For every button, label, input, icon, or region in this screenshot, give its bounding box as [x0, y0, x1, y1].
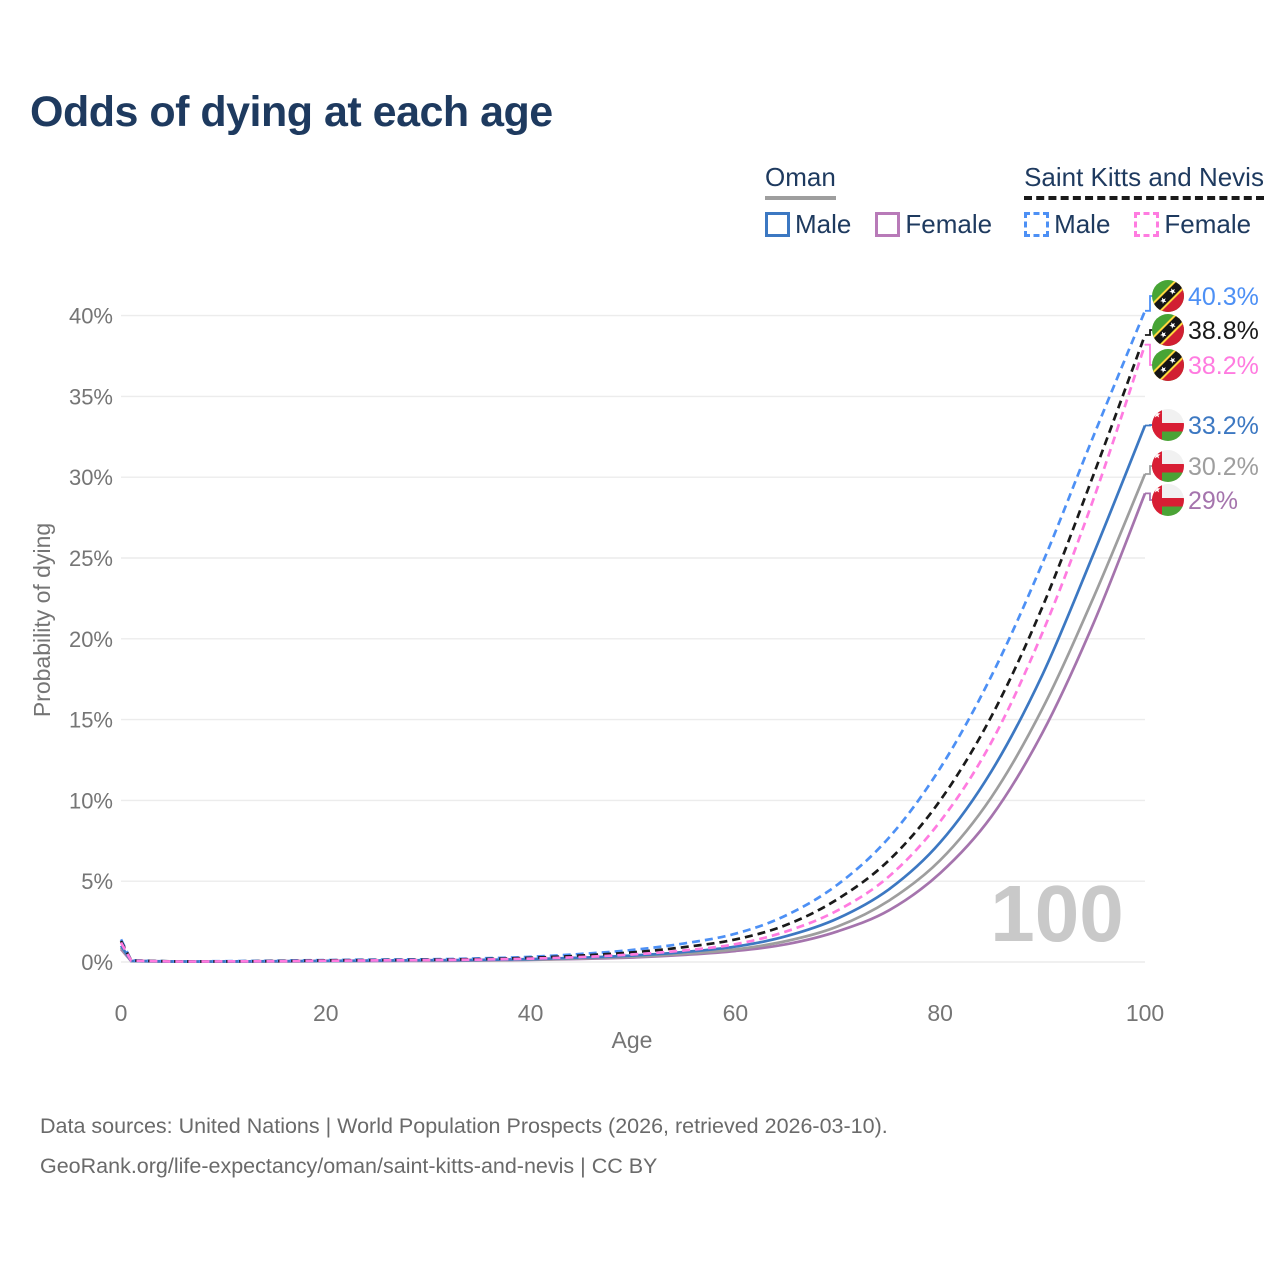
end-label-value: 38.8%	[1188, 317, 1259, 345]
legend-item-label: Female	[1164, 209, 1252, 239]
legend-item-skn-male[interactable]: Male	[1024, 209, 1110, 240]
oman-flag-icon	[1152, 450, 1184, 482]
y-tick-label: 40%	[69, 304, 113, 329]
footer-attribution: GeoRank.org/life-expectancy/oman/saint-k…	[40, 1154, 658, 1178]
series-line-saint-kitts-and-nevis-male[interactable]	[119, 310, 1147, 963]
y-tick-label: 15%	[69, 708, 113, 733]
end-label-connector	[1145, 295, 1153, 312]
oman-female-swatch-icon	[875, 212, 901, 237]
end-label-saint-kitts-and-nevis-female[interactable]: 38.2%	[1145, 345, 1259, 383]
footer-data-sources: Data sources: United Nations | World Pop…	[40, 1114, 888, 1138]
legend-item-label: Male	[1054, 209, 1111, 239]
y-tick-label: 25%	[69, 546, 113, 571]
end-label-connector	[1145, 492, 1153, 501]
skn-flag-icon	[1150, 347, 1186, 383]
series-line-saint-kitts-and-nevis-all[interactable]	[119, 334, 1147, 963]
x-tick-label: 20	[313, 1000, 339, 1026]
end-label-saint-kitts-and-nevis-male[interactable]: 40.3%	[1145, 278, 1259, 314]
footer: Data sources: United Nations | World Pop…	[40, 1106, 888, 1186]
legend-group-saint-kitts-and-nevis: Saint Kitts and Nevis Male Female	[1024, 162, 1264, 240]
series-line-saint-kitts-and-nevis-female[interactable]	[119, 344, 1147, 963]
y-tick-label: 20%	[69, 627, 113, 652]
y-tick-label: 35%	[69, 384, 113, 409]
page-title: Odds of dying at each age	[30, 88, 553, 136]
end-label-value: 40.3%	[1188, 283, 1259, 311]
y-tick-label: 0%	[81, 950, 113, 975]
y-tick-label: 30%	[69, 465, 113, 490]
legend-item-skn-female[interactable]: Female	[1134, 209, 1251, 240]
end-label-connector	[1145, 424, 1153, 427]
x-tick-label: 0	[115, 1000, 128, 1026]
skn-female-swatch-icon	[1134, 212, 1160, 237]
end-label-value: 33.2%	[1188, 412, 1259, 440]
watermark-age: 100	[990, 869, 1123, 958]
end-label-connector	[1145, 465, 1153, 475]
legend-group-oman: Oman Male Female	[765, 162, 992, 240]
skn-flag-icon	[1150, 312, 1186, 348]
legend-item-label: Female	[905, 209, 993, 239]
end-label-oman-female[interactable]: 29%	[1145, 484, 1238, 516]
x-tick-label: 80	[927, 1000, 953, 1026]
legend-item-label: Male	[795, 209, 852, 239]
oman-male-swatch-icon	[765, 212, 790, 237]
legend: Oman Male Female Saint Kitts and Nevis M…	[765, 162, 1264, 240]
end-labels: 40.3% 38.8% 38.2% 33.2% 30.2% 29%	[1145, 278, 1259, 516]
legend-item-oman-male[interactable]: Male	[765, 209, 851, 240]
end-label-saint-kitts-and-nevis-all[interactable]: 38.8%	[1145, 312, 1259, 348]
y-tick-label: 10%	[69, 788, 113, 813]
end-label-oman-male[interactable]: 33.2%	[1145, 409, 1259, 441]
end-label-oman-all[interactable]: 30.2%	[1145, 450, 1259, 482]
skn-male-swatch-icon	[1024, 212, 1050, 237]
gridlines	[121, 314, 1145, 963]
oman-flag-icon	[1152, 409, 1184, 441]
end-label-connector	[1145, 343, 1153, 366]
x-tick-label: 100	[1126, 1000, 1164, 1026]
legend-country-oman[interactable]: Oman	[765, 162, 836, 200]
skn-flag-icon	[1150, 278, 1186, 314]
end-label-connector	[1145, 329, 1153, 336]
series-lines	[119, 310, 1147, 964]
legend-country-saint-kitts-and-nevis[interactable]: Saint Kitts and Nevis	[1024, 162, 1264, 200]
y-tick-label: 5%	[81, 869, 113, 894]
legend-item-oman-female[interactable]: Female	[875, 209, 992, 240]
y-axis-title: Probability of dying	[29, 523, 55, 717]
oman-flag-icon	[1152, 484, 1184, 516]
end-label-value: 30.2%	[1188, 453, 1259, 481]
watermark: 100	[990, 869, 1123, 958]
x-tick-label: 40	[518, 1000, 544, 1026]
end-label-value: 29%	[1188, 487, 1238, 515]
x-axis-title: Age	[612, 1027, 653, 1053]
end-label-value: 38.2%	[1188, 352, 1259, 380]
x-tick-label: 60	[723, 1000, 749, 1026]
axis-labels: 0% 5% 10% 15% 20% 25% 30% 35% 40% 0 20 40 60 80 100 Age…	[29, 304, 1164, 1053]
